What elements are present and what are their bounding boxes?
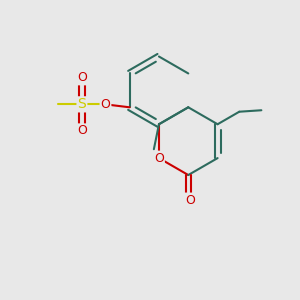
Text: O: O — [154, 152, 164, 165]
Text: O: O — [77, 71, 87, 84]
Text: S: S — [78, 98, 86, 111]
Text: O: O — [77, 124, 87, 137]
Text: O: O — [100, 98, 110, 111]
Text: O: O — [185, 194, 195, 207]
